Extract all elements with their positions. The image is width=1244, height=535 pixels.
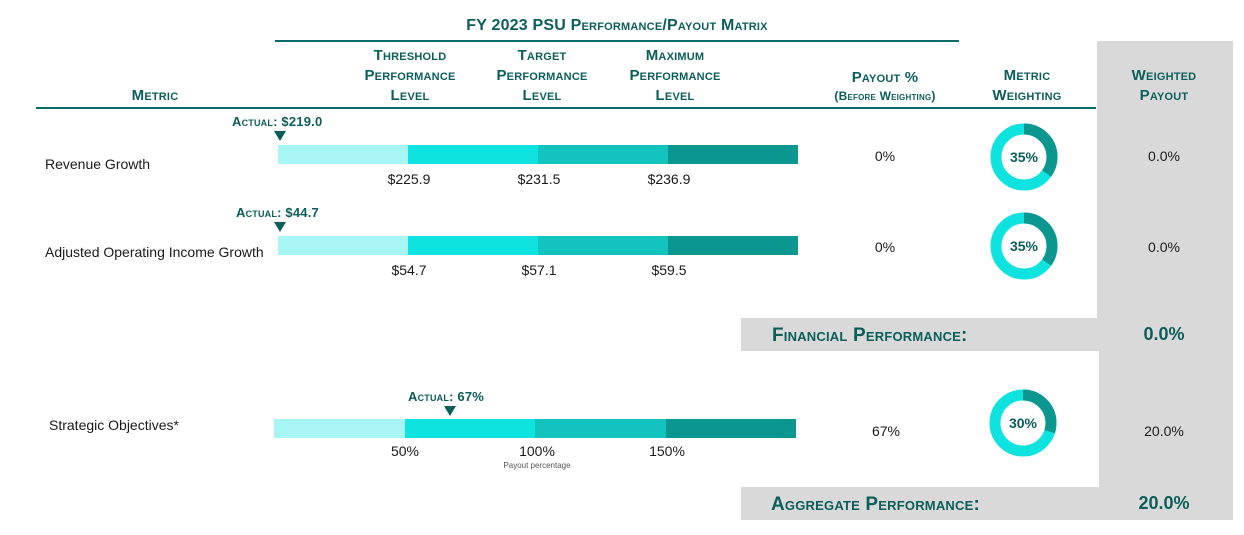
header-weighted-payout-line1: Weighted [1131, 67, 1197, 84]
donut-weight-label: 35% [1010, 149, 1039, 165]
bar-segment-above-maximum [665, 419, 796, 438]
donut-weight-arc [990, 212, 1058, 280]
header-threshold-line3: Level [390, 87, 430, 104]
actual-marker-revenue-growth [274, 131, 286, 141]
tick-threshold-adjusted-operating-income-growth: $54.7 [391, 262, 427, 278]
performance-bar-strategic-objectives [274, 419, 796, 438]
actual-marker-strategic-objectives [444, 406, 456, 416]
axis-note-payout-percentage: Payout percentage [503, 461, 571, 470]
weighting-donut-adjusted-operating-income-growth: 35% [990, 212, 1058, 280]
weighting-donut-strategic-objectives: 30% [989, 389, 1057, 457]
matrix-title-rule [275, 40, 959, 42]
header-target: Target Performance Level [467, 46, 617, 106]
header-weighted-payout: Weighted Payout [1104, 66, 1224, 106]
header-threshold-line2: Performance [364, 67, 456, 84]
aggregate-performance-value: 20.0% [1138, 493, 1190, 513]
weighted-payout-strategic-objectives: 20.0% [1144, 423, 1184, 439]
header-maximum-line3: Level [655, 87, 695, 104]
metric-name-adjusted-operating-income-growth: Adjusted Operating Income Growth [45, 244, 264, 260]
header-maximum-line2: Performance [629, 67, 721, 84]
bar-segment-below-threshold [278, 236, 408, 255]
metric-name-strategic-objectives: Strategic Objectives* [49, 417, 179, 433]
actual-label-strategic-objectives: Actual: 67% [408, 389, 485, 404]
bar-segment-above-maximum [668, 236, 798, 255]
actual-marker-adjusted-operating-income-growth [274, 222, 286, 232]
bar-segment-threshold-to-target [408, 236, 538, 255]
bar-segment-below-threshold [274, 419, 405, 438]
metric-name-revenue-growth: Revenue Growth [45, 156, 151, 172]
header-weighting: Metric Weighting [977, 66, 1077, 106]
bar-segment-target-to-maximum [535, 419, 666, 438]
weighted-payout-revenue-growth: 0.0% [1148, 148, 1180, 164]
header-target-line1: Target [517, 47, 567, 64]
donut-weight-label: 35% [1010, 238, 1039, 254]
bar-segment-threshold-to-target [404, 419, 535, 438]
donut-weight-arc [990, 123, 1058, 191]
header-payout: Payout % (Before Weighting) [810, 68, 960, 104]
header-target-line2: Performance [496, 67, 588, 84]
payout-adjusted-operating-income-growth: 0% [874, 239, 896, 255]
header-payout-line1: Payout % [851, 69, 919, 86]
financial-performance-label: Financial Performance: [772, 325, 968, 346]
tick-threshold-revenue-growth: $225.9 [387, 171, 431, 187]
financial-performance-bar-bg [741, 318, 1233, 351]
tick-maximum-revenue-growth: $236.9 [647, 171, 691, 187]
tick-maximum-adjusted-operating-income-growth: $59.5 [651, 262, 687, 278]
bar-segment-above-maximum [668, 145, 798, 164]
matrix-title: FY 2023 PSU Performance/Payout Matrix [466, 17, 768, 34]
bar-segment-threshold-to-target [408, 145, 538, 164]
header-threshold: Threshold Performance Level [335, 46, 485, 106]
tick-target-adjusted-operating-income-growth: $57.1 [521, 262, 557, 278]
aggregate-performance-bar-bg [741, 487, 1233, 520]
donut-weight-label: 30% [1009, 415, 1038, 431]
header-metric: Metric [131, 87, 179, 104]
tick-maximum-strategic-objectives: 150% [649, 443, 685, 459]
header-payout-line2: (Before Weighting) [834, 89, 936, 103]
actual-label-adjusted-operating-income-growth: Actual: $44.7 [236, 205, 319, 220]
weighted-payout-adjusted-operating-income-growth: 0.0% [1148, 239, 1180, 255]
actual-label-revenue-growth: Actual: $219.0 [232, 114, 323, 129]
weighted-payout-column-bg-lower [1099, 351, 1233, 487]
header-weighted-payout-line2: Payout [1139, 87, 1189, 104]
weighted-payout-column-bg [1097, 41, 1233, 351]
financial-performance-value: 0.0% [1143, 324, 1185, 344]
weighting-donut-revenue-growth: 35% [990, 123, 1058, 191]
header-rule [36, 107, 1096, 109]
bar-segment-target-to-maximum [538, 145, 668, 164]
header-threshold-line1: Threshold [373, 47, 447, 64]
header-weighting-line2: Weighting [992, 87, 1062, 104]
tick-threshold-strategic-objectives: 50% [390, 443, 420, 459]
bar-segment-below-threshold [278, 145, 408, 164]
header-weighting-line1: Metric [1003, 67, 1051, 84]
tick-target-strategic-objectives: 100% [519, 443, 555, 459]
header-maximum-line1: Maximum [645, 47, 705, 64]
payout-strategic-objectives: 67% [871, 423, 901, 439]
payout-revenue-growth: 0% [874, 148, 896, 164]
performance-bar-adjusted-operating-income-growth [278, 236, 798, 255]
aggregate-performance-label: Aggregate Performance: [771, 494, 980, 515]
header-maximum: Maximum Performance Level [600, 46, 750, 106]
bar-segment-target-to-maximum [538, 236, 668, 255]
donut-weight-arc [989, 389, 1057, 457]
header-target-line3: Level [522, 87, 562, 104]
performance-bar-revenue-growth [278, 145, 798, 164]
tick-target-revenue-growth: $231.5 [517, 171, 561, 187]
